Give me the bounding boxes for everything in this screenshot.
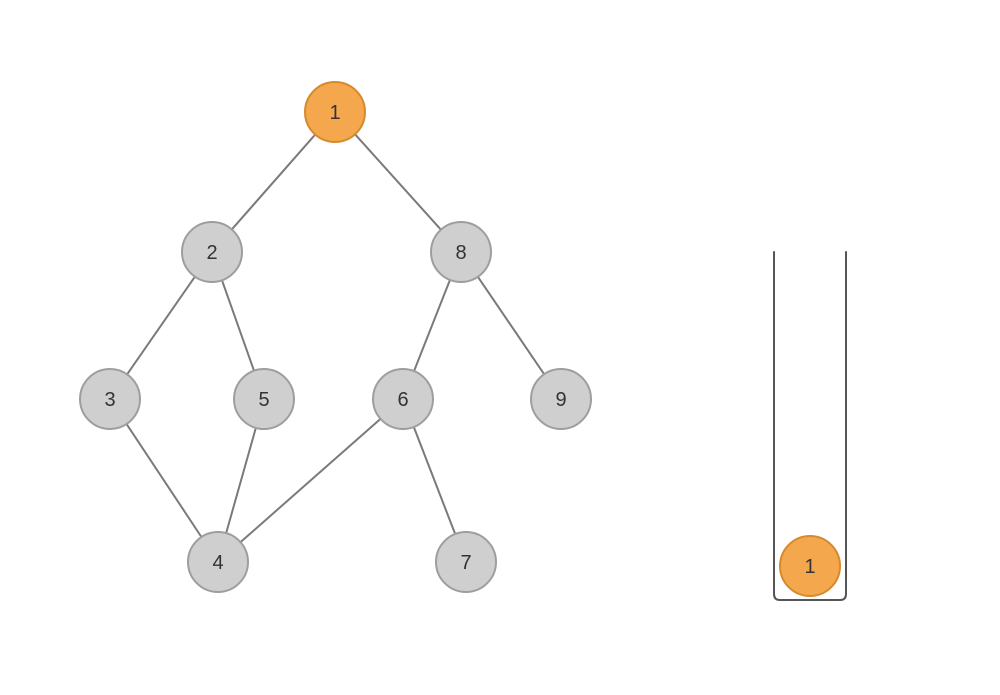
graph-node: 1 (305, 82, 365, 142)
node-label: 1 (329, 102, 340, 124)
node-label: 4 (212, 552, 223, 574)
node-label: 7 (460, 552, 471, 574)
stack-item: 1 (780, 536, 840, 596)
graph-node: 9 (531, 369, 591, 429)
node-label: 6 (397, 389, 408, 411)
node-label: 2 (206, 242, 217, 264)
graph-node: 3 (80, 369, 140, 429)
node-label: 3 (104, 389, 115, 411)
background (0, 0, 1000, 695)
graph-node: 2 (182, 222, 242, 282)
graph-node: 8 (431, 222, 491, 282)
graph-node: 4 (188, 532, 248, 592)
node-label: 9 (555, 389, 566, 411)
stack-item-label: 1 (804, 556, 815, 578)
graph-node: 5 (234, 369, 294, 429)
node-label: 8 (455, 242, 466, 264)
diagram-canvas: 1 2 8 3 5 6 9 4 7 1 (0, 0, 1000, 695)
node-label: 5 (258, 389, 269, 411)
graph-node: 6 (373, 369, 433, 429)
graph-node: 7 (436, 532, 496, 592)
